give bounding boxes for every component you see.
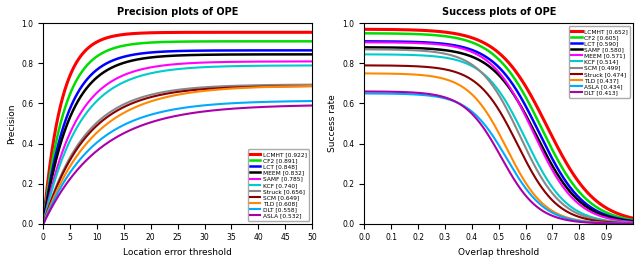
Title: Success plots of OPE: Success plots of OPE <box>442 7 556 17</box>
X-axis label: Overlap threshold: Overlap threshold <box>458 248 540 257</box>
Y-axis label: Success rate: Success rate <box>328 95 337 152</box>
Y-axis label: Precision: Precision <box>7 103 16 144</box>
Legend: LCMHT [0.652], CF2 [0.605], LCT [0.590], SAMF [0.580], MEEM [0.571], KCF [0.514]: LCMHT [0.652], CF2 [0.605], LCT [0.590],… <box>569 26 630 98</box>
Title: Precision plots of OPE: Precision plots of OPE <box>117 7 238 17</box>
Legend: LCMHT [0.922], CF2 [0.891], LCT [0.848], MEEM [0.832], SAMF [0.785], KCF [0.740]: LCMHT [0.922], CF2 [0.891], LCT [0.848],… <box>248 149 309 221</box>
X-axis label: Location error threshold: Location error threshold <box>124 248 232 257</box>
